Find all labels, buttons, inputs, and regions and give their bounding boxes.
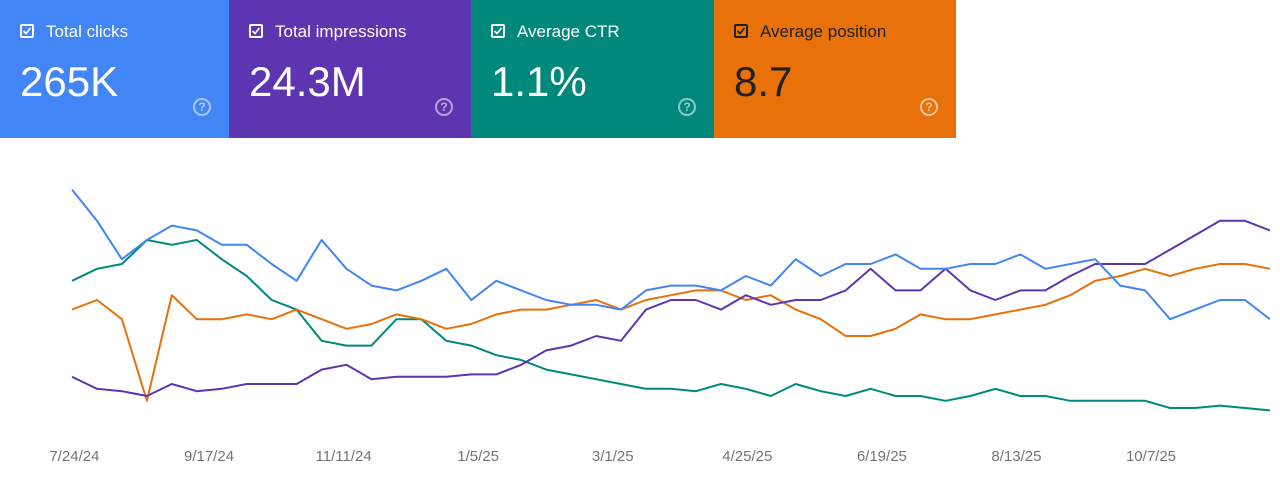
x-tick-label: 1/5/25 [457,448,499,465]
metric-value: 8.7 [734,58,793,105]
x-tick-label: 10/7/25 [1126,448,1176,465]
x-tick-label: 4/25/25 [722,448,772,465]
help-icon[interactable]: ? [678,98,696,116]
series-line-total-clicks [71,188,1271,321]
metric-value: 265K [20,58,119,105]
checkbox-checked-icon[interactable] [734,24,748,38]
metric-cards: Total clicks 265K ? Total impressions 24… [0,0,956,138]
series-line-total-impressions [71,219,1271,397]
series-line-average-ctr [71,239,1270,412]
metric-label: Average position [760,22,887,41]
metric-card-total-clicks[interactable]: Total clicks 265K ? [0,0,229,138]
x-tick-label: 7/24/24 [49,448,99,465]
x-tick-label: 3/1/25 [592,448,634,465]
checkbox-checked-icon[interactable] [249,24,263,38]
performance-line-chart[interactable]: 7/24/24 9/17/24 11/11/24 1/5/25 3/1/25 4/25/2… [0,140,1280,482]
metric-label: Total impressions [275,22,407,41]
metric-value: 24.3M [249,58,366,105]
series-line-average-position [71,263,1271,402]
x-tick-label: 11/11/24 [316,448,372,465]
metric-value: 1.1% [491,58,587,105]
metric-card-average-ctr[interactable]: Average CTR 1.1% ? [471,0,714,138]
help-icon[interactable]: ? [920,98,938,116]
metric-card-average-position[interactable]: Average position 8.7 ? [714,0,956,138]
metric-label: Average CTR [517,22,620,41]
metric-card-total-impressions[interactable]: Total impressions 24.3M ? [229,0,471,138]
x-tick-label: 6/19/25 [857,448,907,465]
help-icon[interactable]: ? [435,98,453,116]
x-tick-label: 8/13/25 [991,448,1041,465]
metric-label: Total clicks [46,22,129,41]
checkbox-checked-icon[interactable] [491,24,505,38]
x-tick-label: 9/17/24 [184,448,234,465]
help-icon[interactable]: ? [193,98,211,116]
checkbox-checked-icon[interactable] [20,24,34,38]
